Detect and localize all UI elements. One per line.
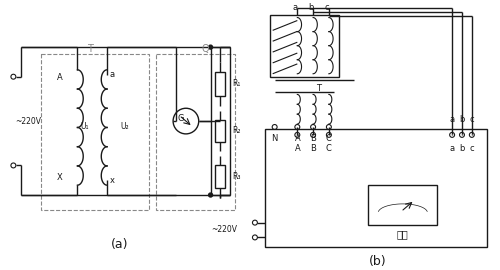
- Text: ~220V: ~220V: [16, 117, 42, 126]
- Text: T: T: [88, 44, 93, 54]
- Text: Q: Q: [202, 44, 209, 54]
- Text: (b): (b): [370, 255, 387, 268]
- Text: B: B: [310, 134, 316, 143]
- Text: X: X: [57, 173, 62, 182]
- Text: c: c: [324, 3, 329, 12]
- Text: U₁: U₁: [80, 122, 88, 130]
- Text: G: G: [178, 114, 184, 123]
- Text: C: C: [326, 134, 332, 143]
- Text: 电桥: 电桥: [397, 230, 408, 239]
- Text: x: x: [110, 176, 114, 185]
- Text: A: A: [294, 134, 300, 143]
- Text: R₂: R₂: [232, 126, 241, 136]
- Text: c: c: [470, 144, 474, 153]
- Bar: [216, 165, 226, 188]
- Text: B: B: [310, 144, 316, 153]
- Bar: [41, 54, 150, 210]
- Text: A: A: [57, 73, 62, 82]
- Text: U₂: U₂: [120, 122, 129, 130]
- Text: R₁: R₁: [232, 79, 240, 88]
- Bar: [265, 129, 486, 247]
- Text: a: a: [450, 144, 454, 153]
- Text: T: T: [316, 84, 322, 93]
- Text: b: b: [460, 115, 464, 124]
- Text: N: N: [272, 134, 278, 143]
- Bar: [270, 15, 338, 77]
- Text: ~220V: ~220V: [211, 225, 237, 234]
- Circle shape: [208, 193, 212, 197]
- Bar: [368, 185, 438, 225]
- Text: c: c: [470, 115, 474, 124]
- Text: A: A: [294, 144, 300, 153]
- Text: R₃: R₃: [232, 172, 241, 181]
- Text: b: b: [308, 3, 314, 12]
- Bar: [216, 72, 226, 96]
- Text: a: a: [293, 3, 298, 12]
- Text: C: C: [326, 144, 332, 153]
- Text: a: a: [450, 115, 454, 124]
- Bar: [216, 120, 226, 142]
- Text: (a): (a): [111, 238, 128, 251]
- Text: b: b: [460, 144, 464, 153]
- Circle shape: [208, 45, 212, 49]
- Text: a: a: [110, 70, 114, 79]
- Bar: [156, 54, 235, 210]
